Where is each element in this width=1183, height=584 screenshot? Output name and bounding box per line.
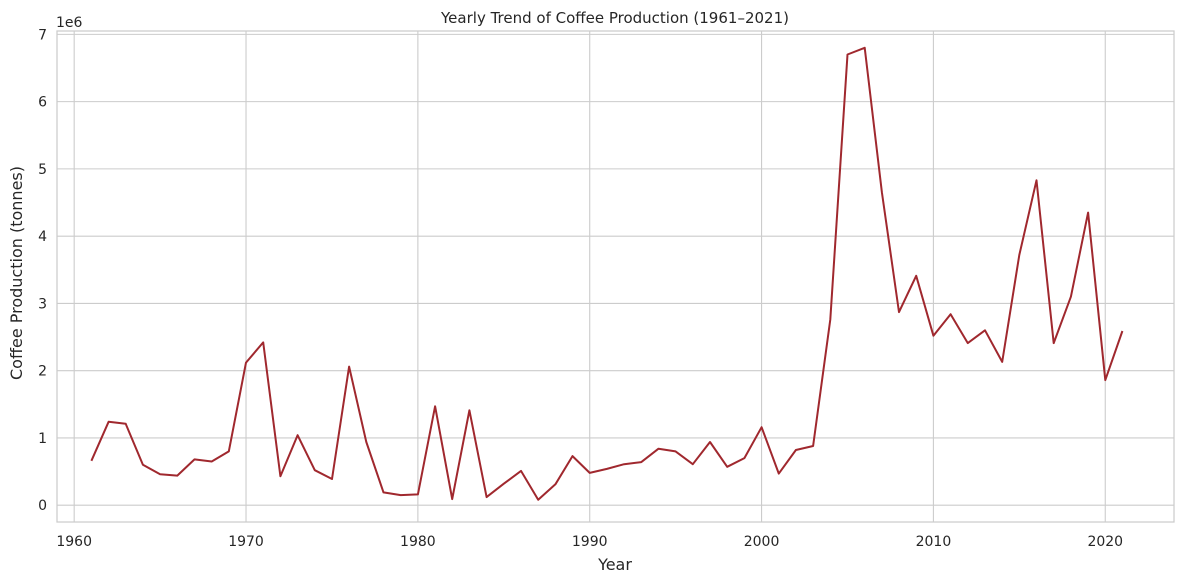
x-tick-label: 2020	[1087, 534, 1123, 550]
y-tick-label: 0	[38, 498, 47, 514]
x-tick-label: 1970	[228, 534, 264, 550]
y-tick-label: 2	[38, 364, 47, 380]
chart-title: Yearly Trend of Coffee Production (1961–…	[440, 9, 789, 27]
y-axis-label: Coffee Production (tonnes)	[7, 166, 26, 380]
y-tick-label: 4	[38, 229, 47, 245]
x-tick-label: 1980	[400, 534, 436, 550]
x-tick-label: 1960	[56, 534, 92, 550]
x-tick-label: 2000	[744, 534, 780, 550]
y-axis-offset-label: 1e6	[56, 15, 83, 31]
y-tick-labels: 0 1 2 3 4 5 6 7	[38, 27, 47, 514]
y-tick-label: 7	[38, 27, 47, 43]
x-tick-label: 2010	[916, 534, 952, 550]
y-tick-label: 5	[38, 162, 47, 178]
series-layer	[90, 46, 1124, 501]
y-tick-label: 1	[38, 431, 47, 447]
y-tick-label: 3	[38, 296, 47, 312]
x-tick-labels: 1960 1970 1980 1990 2000 2010 2020	[56, 534, 1123, 550]
grid-lines	[57, 31, 1174, 522]
x-tick-label: 1990	[572, 534, 608, 550]
plot-frame	[56, 30, 1175, 523]
x-axis-label: Year	[597, 555, 632, 574]
y-tick-label: 6	[38, 95, 47, 111]
series-line	[90, 46, 1124, 501]
